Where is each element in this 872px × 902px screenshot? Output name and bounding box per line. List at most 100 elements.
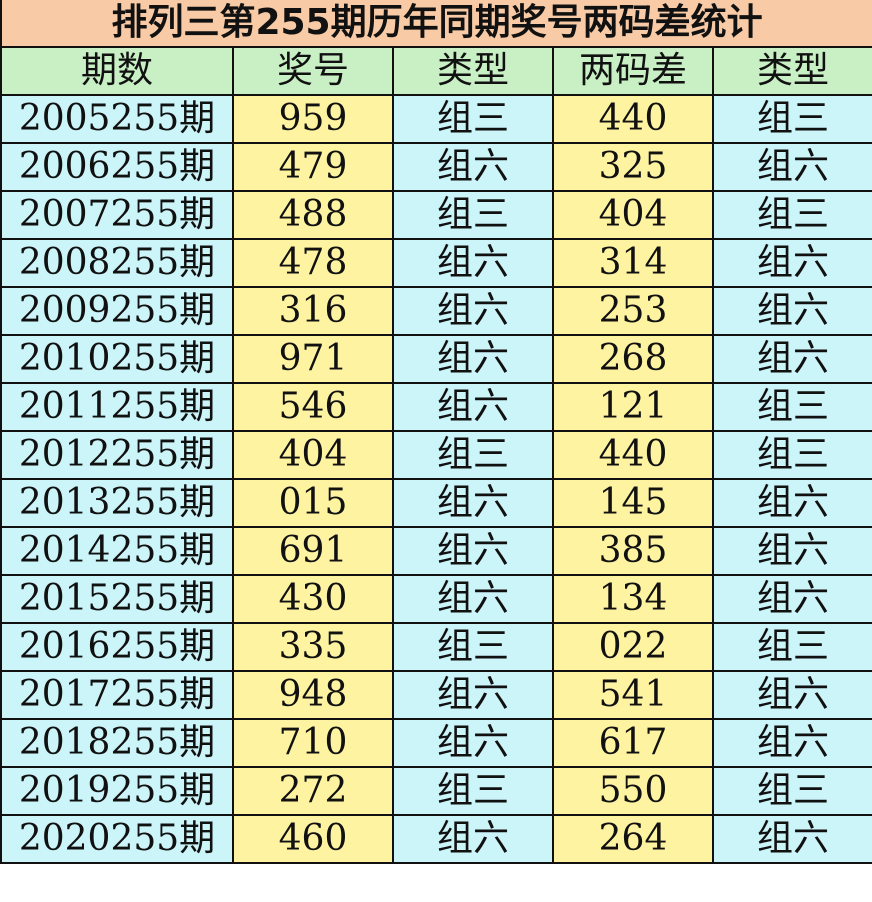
- number-cell: 335: [232, 622, 394, 672]
- table-row: 2006255期 479 组六 325 组六: [0, 142, 872, 192]
- diff-cell: 385: [552, 526, 714, 576]
- title-row: 排列三第255期历年同期奖号两码差统计: [0, 0, 872, 48]
- diff-cell: 541: [552, 670, 714, 720]
- diff-cell: 022: [552, 622, 714, 672]
- diff-cell: 121: [552, 382, 714, 432]
- period-cell: 2020255期: [0, 814, 234, 864]
- diff-type-cell: 组六: [711, 574, 872, 624]
- period-cell: 2016255期: [0, 622, 234, 672]
- period-cell: 2005255期: [0, 94, 234, 144]
- diff-type-cell: 组三: [711, 94, 872, 144]
- number-cell: 460: [232, 814, 394, 864]
- diff-cell: 325: [552, 142, 714, 192]
- type-cell: 组三: [392, 190, 554, 240]
- table-row: 2008255期 478 组六 314 组六: [0, 238, 872, 288]
- diff-cell: 440: [552, 94, 714, 144]
- diff-type-cell: 组六: [711, 142, 872, 192]
- diff-type-cell: 组六: [711, 478, 872, 528]
- diff-cell: 264: [552, 814, 714, 864]
- number-cell: 479: [232, 142, 394, 192]
- table-row: 2017255期 948 组六 541 组六: [0, 670, 872, 720]
- table-row: 2005255期 959 组三 440 组三: [0, 94, 872, 144]
- period-cell: 2008255期: [0, 238, 234, 288]
- header-diff-type: 类型: [711, 46, 872, 96]
- type-cell: 组六: [392, 334, 554, 384]
- diff-type-cell: 组三: [711, 622, 872, 672]
- header-period: 期数: [0, 46, 234, 96]
- number-cell: 710: [232, 718, 394, 768]
- type-cell: 组六: [392, 526, 554, 576]
- number-cell: 546: [232, 382, 394, 432]
- diff-type-cell: 组三: [711, 382, 872, 432]
- number-cell: 430: [232, 574, 394, 624]
- period-cell: 2009255期: [0, 286, 234, 336]
- table-row: 2015255期 430 组六 134 组六: [0, 574, 872, 624]
- number-cell: 015: [232, 478, 394, 528]
- diff-type-cell: 组六: [711, 286, 872, 336]
- diff-cell: 268: [552, 334, 714, 384]
- number-cell: 404: [232, 430, 394, 480]
- type-cell: 组六: [392, 142, 554, 192]
- table-row: 2014255期 691 组六 385 组六: [0, 526, 872, 576]
- table-row: 2010255期 971 组六 268 组六: [0, 334, 872, 384]
- diff-type-cell: 组六: [711, 238, 872, 288]
- period-cell: 2017255期: [0, 670, 234, 720]
- diff-cell: 440: [552, 430, 714, 480]
- type-cell: 组六: [392, 286, 554, 336]
- table-row: 2011255期 546 组六 121 组三: [0, 382, 872, 432]
- diff-type-cell: 组六: [711, 670, 872, 720]
- type-cell: 组六: [392, 382, 554, 432]
- type-cell: 组三: [392, 94, 554, 144]
- number-cell: 316: [232, 286, 394, 336]
- table-row: 2012255期 404 组三 440 组三: [0, 430, 872, 480]
- table-row: 2013255期 015 组六 145 组六: [0, 478, 872, 528]
- table-row: 2009255期 316 组六 253 组六: [0, 286, 872, 336]
- number-cell: 691: [232, 526, 394, 576]
- header-row: 期数 奖号 类型 两码差 类型: [0, 46, 872, 96]
- number-cell: 971: [232, 334, 394, 384]
- diff-type-cell: 组三: [711, 190, 872, 240]
- table-row: 2016255期 335 组三 022 组三: [0, 622, 872, 672]
- diff-type-cell: 组六: [711, 526, 872, 576]
- type-cell: 组三: [392, 622, 554, 672]
- number-cell: 948: [232, 670, 394, 720]
- table-row: 2019255期 272 组三 550 组三: [0, 766, 872, 816]
- diff-cell: 253: [552, 286, 714, 336]
- number-cell: 478: [232, 238, 394, 288]
- period-cell: 2015255期: [0, 574, 234, 624]
- table-row: 2018255期 710 组六 617 组六: [0, 718, 872, 768]
- diff-type-cell: 组六: [711, 334, 872, 384]
- period-cell: 2014255期: [0, 526, 234, 576]
- table-title: 排列三第255期历年同期奖号两码差统计: [0, 0, 872, 48]
- diff-cell: 550: [552, 766, 714, 816]
- diff-type-cell: 组三: [711, 766, 872, 816]
- number-cell: 959: [232, 94, 394, 144]
- table-row: 2007255期 488 组三 404 组三: [0, 190, 872, 240]
- diff-cell: 134: [552, 574, 714, 624]
- type-cell: 组六: [392, 814, 554, 864]
- period-cell: 2011255期: [0, 382, 234, 432]
- type-cell: 组三: [392, 766, 554, 816]
- period-cell: 2019255期: [0, 766, 234, 816]
- type-cell: 组六: [392, 238, 554, 288]
- stats-table: 排列三第255期历年同期奖号两码差统计 期数 奖号 类型 两码差 类型 2005…: [0, 0, 872, 864]
- period-cell: 2012255期: [0, 430, 234, 480]
- header-diff: 两码差: [552, 46, 714, 96]
- diff-cell: 314: [552, 238, 714, 288]
- period-cell: 2018255期: [0, 718, 234, 768]
- period-cell: 2013255期: [0, 478, 234, 528]
- number-cell: 488: [232, 190, 394, 240]
- diff-type-cell: 组三: [711, 430, 872, 480]
- type-cell: 组三: [392, 430, 554, 480]
- type-cell: 组六: [392, 478, 554, 528]
- type-cell: 组六: [392, 574, 554, 624]
- period-cell: 2010255期: [0, 334, 234, 384]
- diff-cell: 145: [552, 478, 714, 528]
- period-cell: 2007255期: [0, 190, 234, 240]
- diff-cell: 617: [552, 718, 714, 768]
- diff-type-cell: 组六: [711, 814, 872, 864]
- header-type: 类型: [392, 46, 554, 96]
- diff-type-cell: 组六: [711, 718, 872, 768]
- header-number: 奖号: [232, 46, 394, 96]
- table-row: 2020255期 460 组六 264 组六: [0, 814, 872, 864]
